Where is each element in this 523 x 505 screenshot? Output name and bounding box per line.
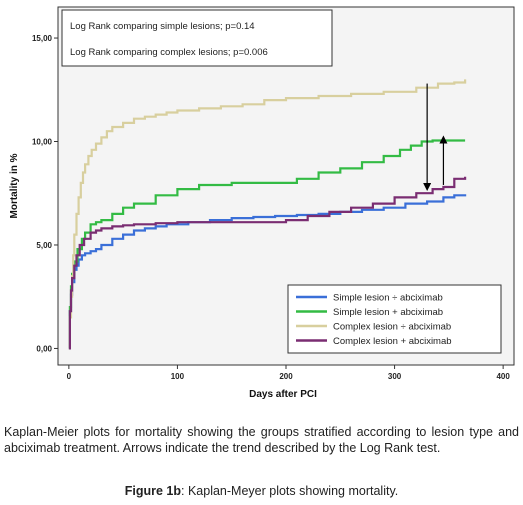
annotation-complex-lesions: Log Rank comparing complex lesions; p=0.… [70,47,268,58]
y-tick-label: 5,00 [36,241,52,250]
figure-title: Figure 1b: Kaplan-Meyer plots showing mo… [0,484,523,498]
x-axis-title: Days after PCI [249,389,317,400]
annotation-simple-lesions: Log Rank comparing simple lesions; p=0.1… [70,21,255,32]
x-axis: 0 100 200 300 400 [67,365,510,381]
series-line-0 [68,194,467,350]
figure-caption: Kaplan-Meier plots for mortality showing… [4,425,519,455]
legend: Simple lesion ÷ abciximab Simple lesion +… [287,284,502,354]
y-axis: 0,00 5,00 10,00 15,00 [32,34,58,353]
kaplan-meier-chart: 0 100 200 300 400 0,00 5,00 10,00 15,00 Log Ran… [9,6,515,400]
y-axis-title: Mortality in % [9,153,20,218]
x-tick-label: 200 [279,372,293,381]
figure-title-text: : Kaplan-Meyer plots showing mortality. [181,484,399,498]
arrow-layer [423,83,448,192]
series-layer [68,79,467,350]
legend-label-3: Complex lesion + abciximab [333,336,452,347]
annotation-box: Log Rank comparing simple lesions; p=0.1… [61,9,333,67]
legend-label-1: Simple lesion + abciximab [333,307,443,318]
x-tick-label: 300 [388,372,402,381]
legend-label-0: Simple lesion ÷ abciximab [333,293,443,304]
series-line-2 [68,79,467,350]
figure-label: Figure 1b [124,484,182,498]
y-tick-label: 0,00 [36,344,52,353]
legend-label-2: Complex lesion ÷ abciximab [333,322,451,333]
series-line-3 [68,176,467,350]
x-tick-label: 0 [67,372,72,381]
x-tick-label: 100 [171,372,185,381]
y-tick-label: 15,00 [32,34,53,43]
y-tick-label: 10,00 [32,138,53,147]
x-tick-label: 400 [496,372,510,381]
